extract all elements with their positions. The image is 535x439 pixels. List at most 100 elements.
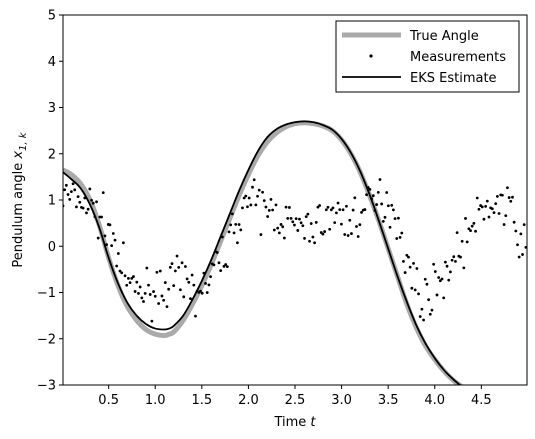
- measurement-point: [187, 280, 191, 284]
- measurement-point: [175, 254, 179, 258]
- measurement-point: [78, 200, 82, 204]
- measurement-point: [68, 198, 72, 201]
- measurement-point: [403, 271, 407, 274]
- measurement-point: [524, 245, 527, 249]
- measurement-point: [266, 215, 270, 218]
- y-tick-label: 5: [48, 9, 56, 24]
- measurement-point: [492, 211, 496, 215]
- measurement-point: [514, 229, 518, 233]
- measurement-point: [138, 285, 142, 289]
- measurement-point: [69, 190, 73, 194]
- measurement-point: [281, 225, 285, 229]
- measurement-point: [358, 223, 362, 227]
- measurement-point: [360, 210, 363, 214]
- measurement-point: [427, 298, 431, 302]
- measurement-point: [432, 262, 436, 266]
- measurement-point: [477, 207, 481, 211]
- measurement-point: [251, 185, 254, 189]
- measurement-point: [334, 211, 338, 215]
- measurement-point: [204, 282, 207, 285]
- measurement-point: [356, 235, 360, 238]
- measurement-point: [314, 221, 318, 224]
- measurement-point: [189, 297, 192, 301]
- y-tick-label: −1: [37, 286, 56, 301]
- measurement-point: [402, 259, 405, 263]
- measurement-point: [341, 208, 345, 212]
- legend-eks-estimate-label: EKS Estimate: [410, 71, 497, 86]
- measurement-point: [212, 263, 216, 267]
- measurement-point: [64, 183, 68, 187]
- measurement-point: [495, 195, 499, 198]
- measurement-point: [308, 239, 311, 243]
- measurement-point: [490, 207, 494, 211]
- measurement-point: [509, 199, 513, 203]
- measurement-point: [217, 261, 221, 265]
- measurement-point: [294, 217, 298, 221]
- measurement-point: [76, 195, 80, 199]
- series-layer: [63, 120, 527, 385]
- measurement-point: [363, 208, 367, 211]
- measurement-point: [391, 208, 395, 212]
- measurement-point: [267, 208, 271, 212]
- x-axis-label: Time t: [273, 415, 316, 430]
- measurement-point: [172, 284, 176, 287]
- measurement-point: [485, 199, 489, 203]
- measurement-point: [110, 244, 114, 248]
- measurement-point: [502, 223, 506, 226]
- measurement-point: [103, 234, 107, 238]
- measurement-point: [428, 312, 432, 316]
- x-tick-label: 2.0: [238, 393, 259, 408]
- measurement-point: [140, 296, 144, 300]
- y-tick-label: 2: [48, 147, 56, 162]
- measurement-point: [309, 222, 313, 225]
- measurement-point: [437, 276, 441, 279]
- measurement-point: [412, 261, 415, 265]
- measurement-point: [90, 198, 93, 202]
- measurement-point: [264, 205, 268, 209]
- measurement-point: [375, 203, 379, 206]
- measurement-point: [519, 232, 523, 236]
- x-tick-label: 3.0: [331, 393, 352, 408]
- measurement-point: [376, 190, 380, 194]
- measurement-point: [338, 208, 342, 212]
- x-tick-label: 2.5: [285, 393, 306, 408]
- measurement-point: [222, 264, 226, 268]
- measurement-point: [130, 276, 134, 280]
- measurement-point: [318, 204, 321, 207]
- measurement-point: [105, 243, 108, 247]
- measurement-point: [209, 275, 212, 279]
- measurement-point: [249, 203, 253, 207]
- measurement-point: [405, 253, 409, 257]
- measurement-point: [279, 223, 283, 226]
- measurement-point: [326, 205, 330, 209]
- legend-measurements-swatch: [369, 54, 373, 58]
- measurement-point: [455, 231, 459, 235]
- measurement-point: [123, 274, 127, 278]
- measurement-point: [224, 263, 228, 266]
- measurement-point: [438, 279, 442, 283]
- measurement-point: [462, 266, 466, 270]
- measurement-point: [346, 234, 350, 237]
- measurement-point: [407, 255, 410, 259]
- measurement-point: [517, 255, 521, 259]
- measurement-point: [256, 194, 259, 198]
- measurement-point: [351, 208, 355, 212]
- y-tick-label: −3: [37, 379, 56, 394]
- measurement-point: [115, 264, 119, 268]
- measurement-point: [284, 205, 288, 209]
- measurement-point: [173, 269, 177, 273]
- measurement-point: [331, 206, 335, 210]
- measurement-point: [465, 240, 469, 244]
- measurement-point: [257, 188, 261, 192]
- measurement-point: [298, 217, 301, 221]
- measurement-point: [355, 225, 358, 228]
- measurement-point: [410, 286, 414, 290]
- measurement-point: [388, 225, 392, 229]
- measurement-point: [252, 178, 256, 182]
- measurement-point: [152, 290, 155, 293]
- measurement-point: [482, 217, 486, 221]
- measurement-point: [340, 222, 343, 226]
- measurement-point: [343, 233, 347, 236]
- measurement-point: [506, 186, 509, 190]
- y-tick-label: 1: [48, 194, 56, 209]
